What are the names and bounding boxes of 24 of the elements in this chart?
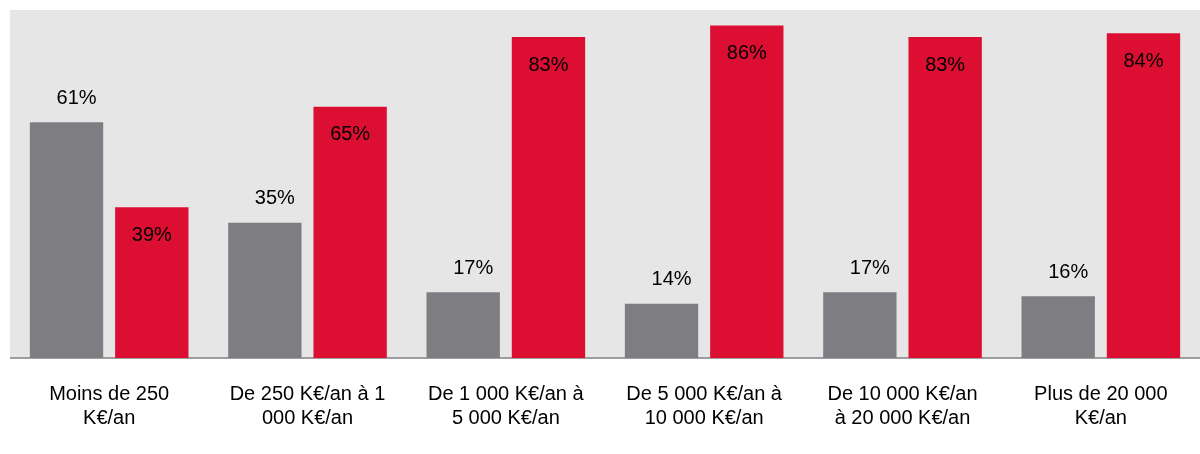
bar bbox=[1106, 33, 1181, 358]
data-label: 17% bbox=[453, 255, 494, 278]
data-label: 86% bbox=[726, 40, 768, 63]
data-label: 61% bbox=[56, 85, 97, 108]
x-tick-label: De 5 000 K€/an à 10 000 K€/an bbox=[626, 381, 783, 428]
x-tick-label: De 10 000 K€/an à 20 000 K€/an bbox=[827, 381, 978, 428]
data-label: 14% bbox=[651, 267, 692, 290]
data-label: 17% bbox=[849, 255, 891, 278]
x-tick-label: De 1 000 K€/an à 5 000 K€/an bbox=[427, 381, 585, 428]
x-tick-label: De 250 K€/an à 1 000 K€/an bbox=[229, 381, 386, 428]
data-label: 35% bbox=[254, 186, 296, 209]
bar bbox=[710, 25, 784, 358]
x-tick-label: Plus de 20 000 K€/an bbox=[1034, 381, 1168, 428]
bar bbox=[115, 207, 189, 358]
data-label: 84% bbox=[1123, 48, 1164, 71]
data-label: 83% bbox=[528, 52, 569, 75]
bar bbox=[908, 37, 982, 358]
data-label: 39% bbox=[131, 222, 173, 245]
data-label: 16% bbox=[1048, 259, 1089, 282]
bar bbox=[511, 37, 586, 358]
data-label: 65% bbox=[330, 122, 371, 145]
data-label: 83% bbox=[925, 52, 966, 75]
bar bbox=[313, 106, 387, 358]
x-tick-label: Moins de 250 K€/an bbox=[49, 381, 170, 428]
